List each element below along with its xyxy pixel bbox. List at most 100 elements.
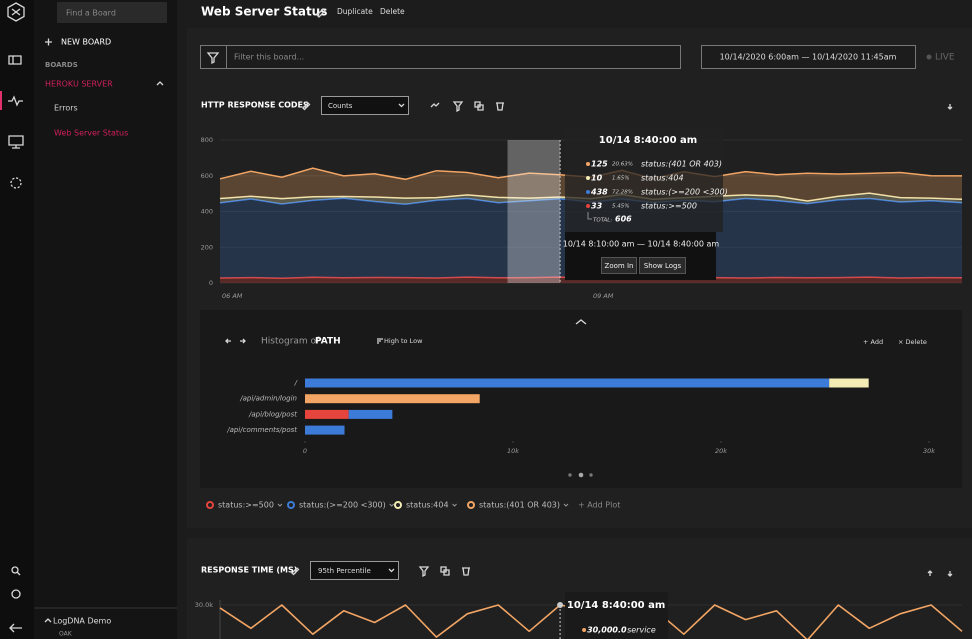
active-indicator (0, 91, 2, 110)
bullet (582, 628, 587, 632)
tooltip-percent: 72.28% (612, 190, 633, 196)
new-board[interactable]: NEW BOARD (61, 38, 111, 47)
filter-icon[interactable] (418, 566, 430, 578)
copy-icon[interactable] (440, 566, 450, 576)
tooltip-time: 10/14 8:40:00 am (567, 600, 665, 611)
filter-box[interactable] (200, 45, 681, 69)
tooltip-query: status:404 (641, 174, 684, 183)
filter-icon[interactable] (452, 101, 464, 113)
legend-label[interactable]: status:>=500 (218, 501, 274, 510)
y-tick-label: 800 (201, 136, 213, 144)
help-icon[interactable] (11, 589, 21, 599)
bullet (586, 204, 590, 208)
move-icons[interactable] (927, 570, 953, 577)
board-item[interactable]: Web Server Status (54, 129, 128, 138)
pager-dot[interactable] (578, 472, 584, 478)
move-down-icon[interactable] (947, 104, 953, 110)
duplicate-button[interactable]: Duplicate (337, 7, 373, 16)
add-button[interactable]: + Add (863, 338, 883, 346)
x-tick-label: 0 (303, 447, 307, 455)
legend-label[interactable]: status:(>=200 <300) (299, 501, 386, 510)
pager-dot[interactable] (568, 473, 572, 477)
x-tick-label: 09 AM (593, 292, 614, 300)
collapse-icon[interactable] (575, 319, 587, 325)
time-range-box[interactable] (701, 45, 916, 69)
settings-icon[interactable] (10, 177, 22, 189)
tooltip-label: service (627, 626, 656, 635)
chart-title: HTTP RESPONSE CODES (201, 101, 309, 110)
board-title: Web Server Status (201, 5, 327, 19)
tooltip (565, 128, 723, 232)
logo[interactable] (7, 2, 25, 22)
bar-segment (305, 378, 830, 388)
bar-segment (305, 425, 345, 435)
legend-caret (452, 503, 457, 507)
edit-icon[interactable] (302, 102, 311, 111)
tooltip-percent: 20.63% (612, 162, 633, 168)
category-label: /api/comments/post (226, 426, 297, 434)
tooltip-query: status:(>=200 <300) (641, 188, 728, 197)
delete-button[interactable]: × Delete (898, 338, 927, 346)
tooltip-button-label[interactable]: Zoom In (605, 262, 634, 270)
bar-segment (348, 409, 393, 419)
legend-marker (287, 501, 295, 509)
aggregation: 95th Percentile (318, 567, 371, 575)
legend-label[interactable]: status:404 (406, 501, 449, 510)
tree-line (587, 212, 592, 220)
histogram-title: Histogram of (261, 337, 320, 347)
icon-rail (0, 0, 34, 639)
bullet (586, 176, 590, 180)
live-dot (926, 54, 932, 60)
y-tick-label: 600 (201, 172, 213, 180)
account-name[interactable]: LogDNA Demo (53, 617, 111, 626)
search-box[interactable] (57, 2, 167, 23)
bar-segment (305, 409, 349, 419)
edit-icon[interactable] (316, 8, 326, 18)
live-toggle[interactable]: LIVE (935, 53, 955, 63)
legend-marker (206, 501, 214, 509)
tooltip-button[interactable] (601, 257, 637, 274)
tooltip-time: 10/14 8:40:00 am (599, 135, 697, 146)
copy-icon[interactable] (474, 101, 484, 111)
search-icon[interactable] (11, 566, 19, 574)
plus-icon (45, 38, 52, 46)
x-tick-label: 10k (507, 447, 519, 455)
trash-icon[interactable] (462, 567, 470, 576)
legend-marker (467, 501, 475, 509)
tooltip-count: 438 (590, 188, 608, 197)
collapse-icon[interactable] (9, 623, 22, 633)
graphs-icon[interactable] (8, 95, 23, 107)
category-label: /api/admin/login (239, 395, 297, 403)
sort-button[interactable]: High to Low (384, 337, 423, 345)
y-tick-label: 400 (201, 208, 213, 216)
board-group[interactable]: HEROKU SERVER (45, 80, 113, 89)
area (220, 277, 962, 283)
tooltip-value: 30,000.0 (587, 626, 627, 635)
screens-icon[interactable] (8, 135, 24, 149)
x-tick-label: 20k (715, 447, 727, 455)
boards-heading: BOARDS (45, 61, 78, 69)
add-plot[interactable]: + Add Plot (578, 501, 620, 510)
tooltip-button-label[interactable]: Show Logs (644, 262, 682, 270)
edit-icon[interactable] (291, 567, 300, 576)
bar-segment (305, 394, 480, 404)
pager-dot[interactable] (589, 473, 593, 477)
chart-type-icon[interactable] (430, 102, 440, 108)
tooltip-button[interactable] (639, 257, 686, 274)
bullet (586, 190, 590, 194)
trash-icon[interactable] (496, 102, 504, 111)
bar-segment (829, 378, 869, 388)
x-tick-label: 30k (923, 447, 935, 455)
selection (507, 140, 561, 283)
tooltip-range: 10/14 8:10:00 am — 10/14 8:40:00 am (563, 240, 720, 249)
board-item[interactable]: Errors (54, 104, 78, 113)
delete-button[interactable]: Delete (380, 7, 405, 16)
aggregation-select[interactable] (321, 96, 409, 115)
boards-icon[interactable] (8, 55, 22, 65)
aggregation-select[interactable] (310, 561, 399, 580)
legend-label[interactable]: status:(401 OR 403) (479, 501, 560, 510)
nav-arrows[interactable] (225, 338, 246, 344)
tooltip-count: 10 (591, 174, 603, 183)
y-tick-label: 0 (209, 279, 213, 287)
